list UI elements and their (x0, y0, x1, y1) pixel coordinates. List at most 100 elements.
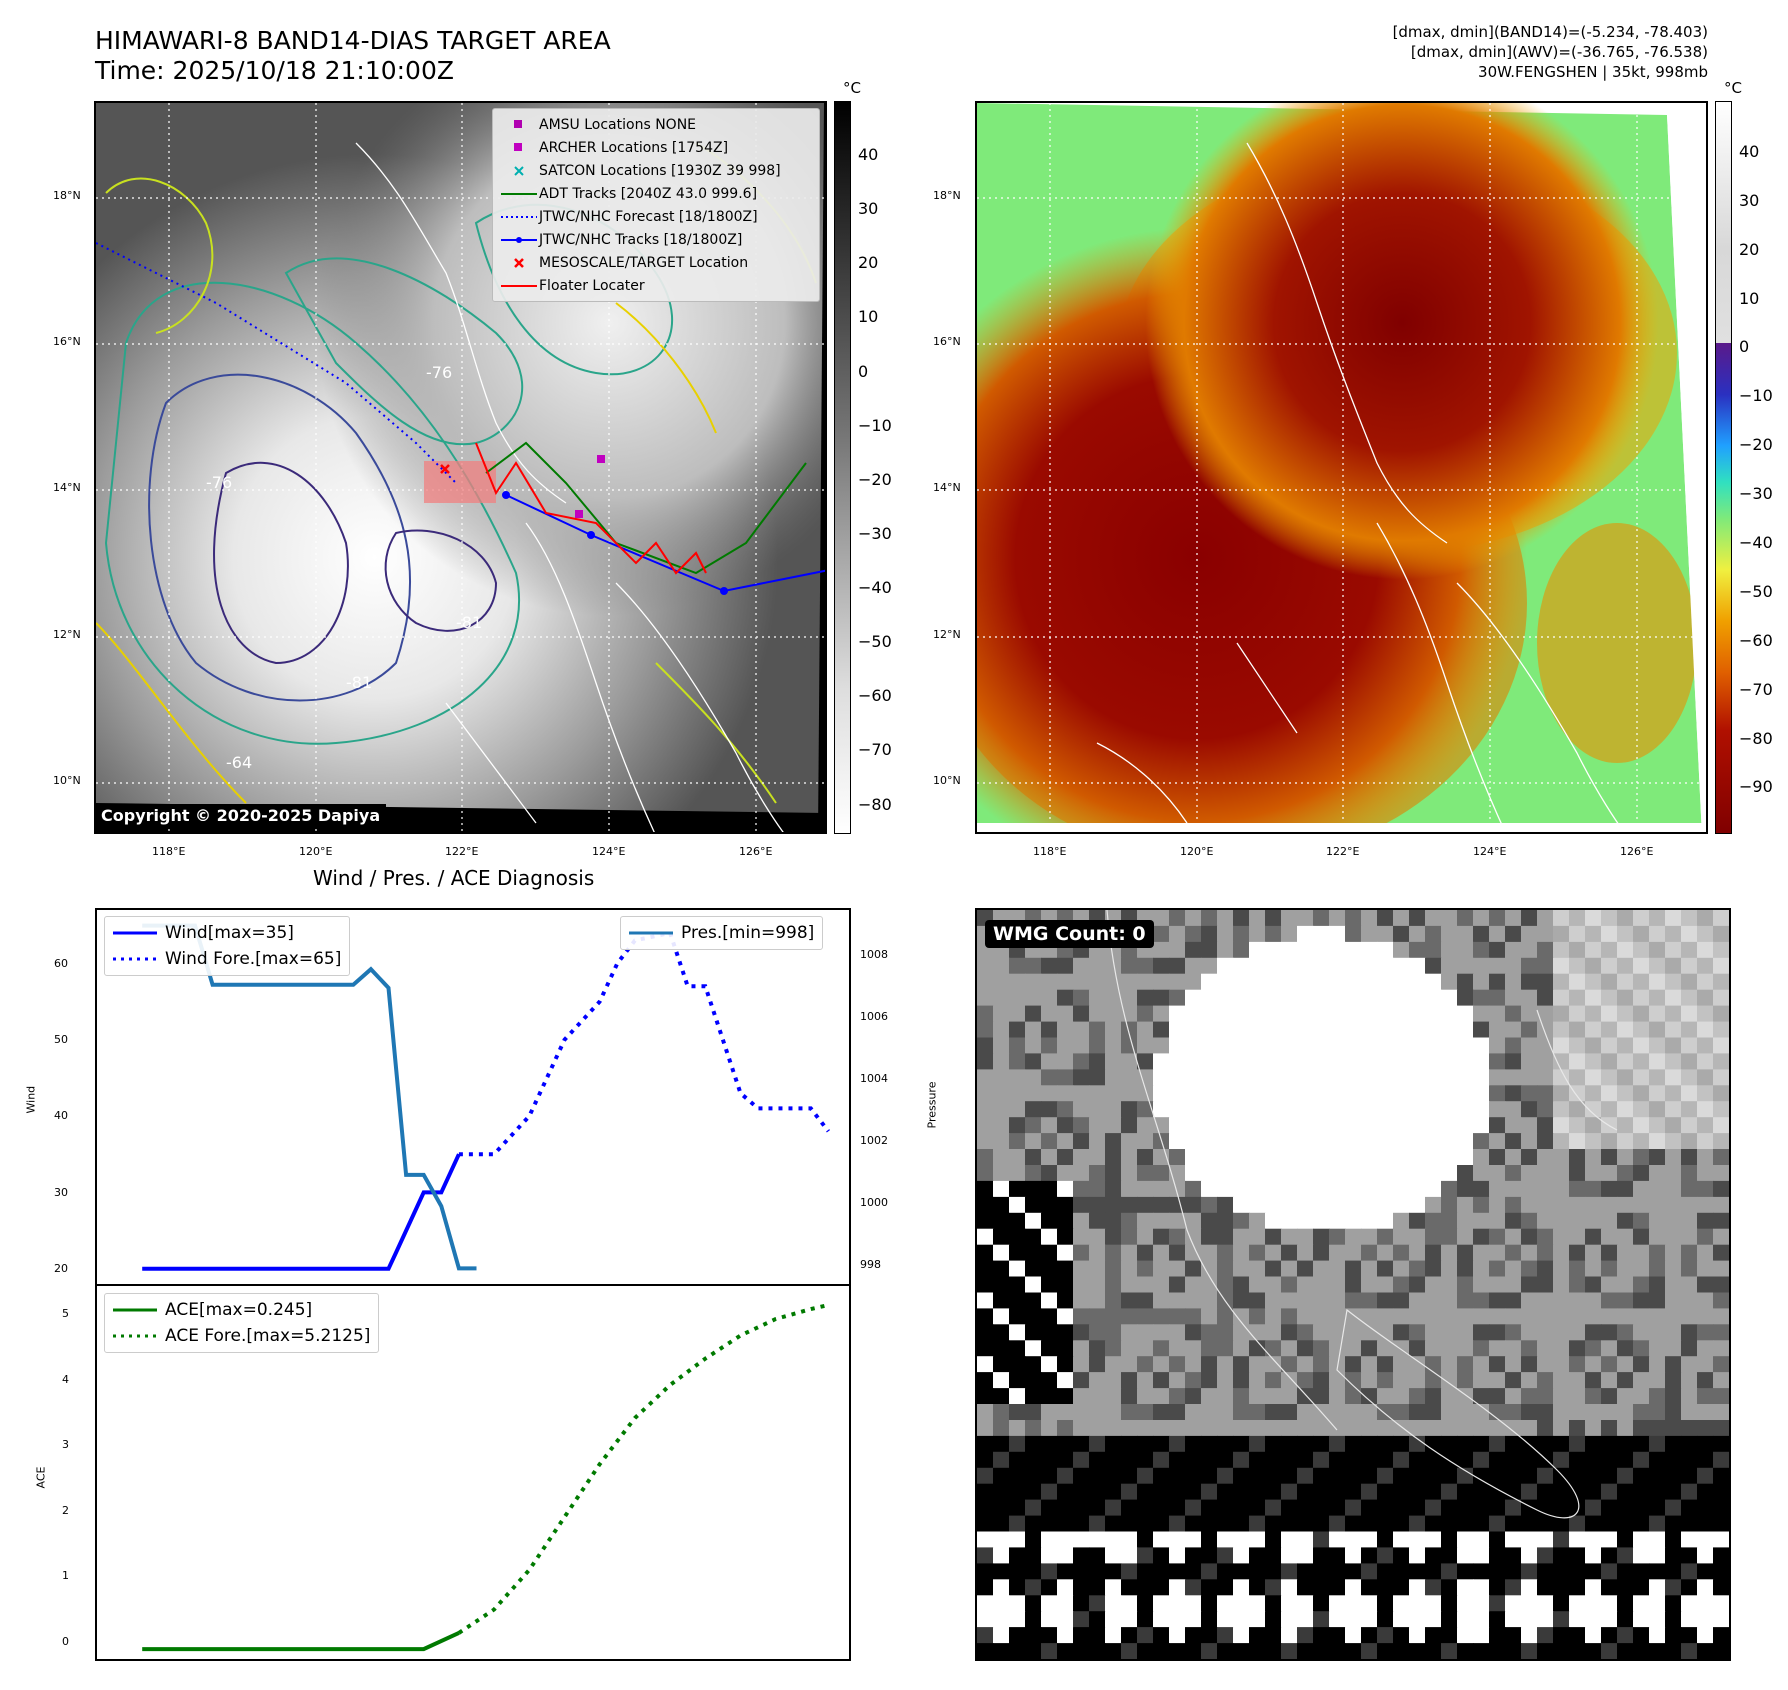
ir-legend: AMSU Locations NONE ARCHER Locations [17… (492, 108, 820, 302)
lon-tick: 124°E (592, 845, 626, 858)
legend-forecast: JTWC/NHC Forecast [18/1800Z] (501, 208, 758, 225)
ir-cbar-tick: −60 (858, 686, 892, 705)
ir-cbar-tick: 10 (858, 307, 879, 326)
legend-amsu: AMSU Locations NONE (499, 113, 813, 136)
ir-cbar-tick: 0 (858, 362, 869, 381)
legend-pres: Pres.[min=998] (629, 923, 815, 943)
ir-cbar-tick: −50 (858, 632, 892, 651)
diagnosis-title: Wind / Pres. / ACE Diagnosis (313, 866, 595, 890)
wind-ytick: 30 (54, 1186, 68, 1199)
series-line-2 (142, 923, 477, 1271)
legend-wind: Wind[max=35] (113, 923, 294, 943)
contour-label-3: -81 (346, 673, 373, 692)
ir-cbar-tick: −40 (858, 578, 892, 597)
ir-cbar-tick: −30 (858, 524, 892, 543)
wind-ytick: 60 (54, 957, 68, 970)
awv-cbar-tick: 20 (1739, 240, 1760, 259)
lat-tick: 14°N (933, 481, 961, 494)
legend-wind-forecast: Wind Fore.[max=65] (113, 949, 342, 969)
legend-ace-forecast: ACE Fore.[max=5.2125] (113, 1326, 371, 1346)
figure-title: HIMAWARI-8 BAND14-DIAS TARGET AREA Time:… (95, 26, 611, 86)
wind-ytick: 40 (54, 1109, 68, 1122)
lat-tick: 16°N (53, 335, 81, 348)
ace-ylabel: ACE (34, 1466, 48, 1489)
awv-cbar-tick: 10 (1739, 289, 1760, 308)
ir-cbar-tick: 20 (858, 253, 879, 272)
lon-tick: 118°E (1033, 845, 1067, 858)
awv-colorbar-unit: °C (1724, 79, 1742, 97)
wind-legend: Wind[max=35] Wind Fore.[max=65] (104, 916, 351, 976)
legend-ace: ACE[max=0.245] (113, 1300, 313, 1320)
lon-tick: 118°E (152, 845, 186, 858)
legend-satcon: SATCON Locations [1930Z 39 998] (499, 159, 813, 182)
ir-cbar-tick: 30 (858, 199, 879, 218)
awv-cbar-tick: 40 (1739, 142, 1760, 161)
ace-ytick: 5 (62, 1307, 69, 1320)
lat-tick: 10°N (933, 774, 961, 787)
band14-range: [dmax, dmin](BAND14)=(-5.234, -78.403) (1392, 23, 1708, 41)
series-line-1 (457, 1303, 829, 1635)
ace-chart (95, 1284, 851, 1661)
ace-ytick: 2 (62, 1504, 69, 1517)
ace-ytick: 4 (62, 1373, 69, 1386)
lon-tick: 122°E (1326, 845, 1360, 858)
contour-label-1: -76 (206, 473, 233, 492)
lon-tick: 126°E (739, 845, 773, 858)
lon-tick: 124°E (1473, 845, 1507, 858)
ace-ytick: 3 (62, 1438, 69, 1451)
lat-tick: 16°N (933, 335, 961, 348)
pres-ytick: 998 (860, 1258, 881, 1271)
ir-colorbar (834, 101, 851, 834)
lon-tick: 120°E (299, 845, 333, 858)
awv-cbar-tick: −50 (1739, 582, 1773, 601)
wmg-count-badge: WMG Count: 0 (985, 920, 1154, 948)
awv-cbar-tick: 0 (1739, 337, 1750, 356)
ace-plot (142, 1303, 829, 1652)
ir-colorbar-unit: °C (843, 79, 861, 97)
title-line-2: Time: 2025/10/18 21:10:00Z (95, 56, 454, 85)
wind-pres-plot (142, 923, 830, 1271)
awv-cbar-tick: −80 (1739, 729, 1773, 748)
awv-cbar-tick: −40 (1739, 533, 1773, 552)
pres-ytick: 1000 (860, 1196, 888, 1209)
awv-cbar-tick: −20 (1739, 435, 1773, 454)
legend-mesoscale: MESOSCALE/TARGET Location (499, 251, 813, 274)
lon-tick: 126°E (1620, 845, 1654, 858)
awv-cbar-tick: −70 (1739, 680, 1773, 699)
series-line-0 (142, 1153, 461, 1271)
pres-ytick: 1002 (860, 1134, 888, 1147)
contour-label-2: -76 (426, 363, 453, 382)
awv-colorbar (1715, 101, 1732, 834)
title-line-1: HIMAWARI-8 BAND14-DIAS TARGET AREA (95, 26, 611, 55)
legend-floater: Floater Locater (501, 277, 645, 294)
legend-jtwc-tracks: JTWC/NHC Tracks [18/1800Z] (499, 228, 813, 251)
mesoscale-target-area (424, 461, 496, 503)
pres-ylabel: Pressure (925, 1081, 939, 1129)
lat-tick: 18°N (933, 189, 961, 202)
awv-cbar-tick: −10 (1739, 386, 1773, 405)
lon-tick: 122°E (445, 845, 479, 858)
awv-range: [dmax, dmin](AWV)=(-36.765, -76.538) (1410, 43, 1708, 61)
awv-map-panel (975, 101, 1708, 834)
lon-tick: 120°E (1180, 845, 1214, 858)
pres-ytick: 1008 (860, 948, 888, 961)
wind-ytick: 20 (54, 1262, 68, 1275)
awv-cbar-tick: −90 (1739, 777, 1773, 796)
awv-imagery (977, 103, 1706, 832)
ace-ytick: 1 (62, 1569, 69, 1582)
contour-label-5: -64 (226, 753, 253, 772)
awv-cbar-tick: −30 (1739, 484, 1773, 503)
storm-info: 30W.FENGSHEN | 35kt, 998mb (1478, 63, 1708, 81)
pres-ytick: 1004 (860, 1072, 888, 1085)
ace-legend: ACE[max=0.245] ACE Fore.[max=5.2125] (104, 1293, 380, 1353)
series-line-1 (458, 930, 830, 1157)
contour-label-4: -81 (456, 613, 483, 632)
wmg-panel (975, 908, 1731, 1661)
awv-cbar-tick: 30 (1739, 191, 1760, 210)
legend-archer: ARCHER Locations [1754Z] (499, 136, 813, 159)
ace-ytick: 0 (62, 1635, 69, 1648)
figure-info: [dmax, dmin](BAND14)=(-5.234, -78.403) [… (1393, 22, 1708, 82)
lat-tick: 18°N (53, 189, 81, 202)
wind-ylabel: Wind (24, 1085, 38, 1114)
copyright-label: Copyright © 2020-2025 Dapiya (95, 804, 387, 827)
